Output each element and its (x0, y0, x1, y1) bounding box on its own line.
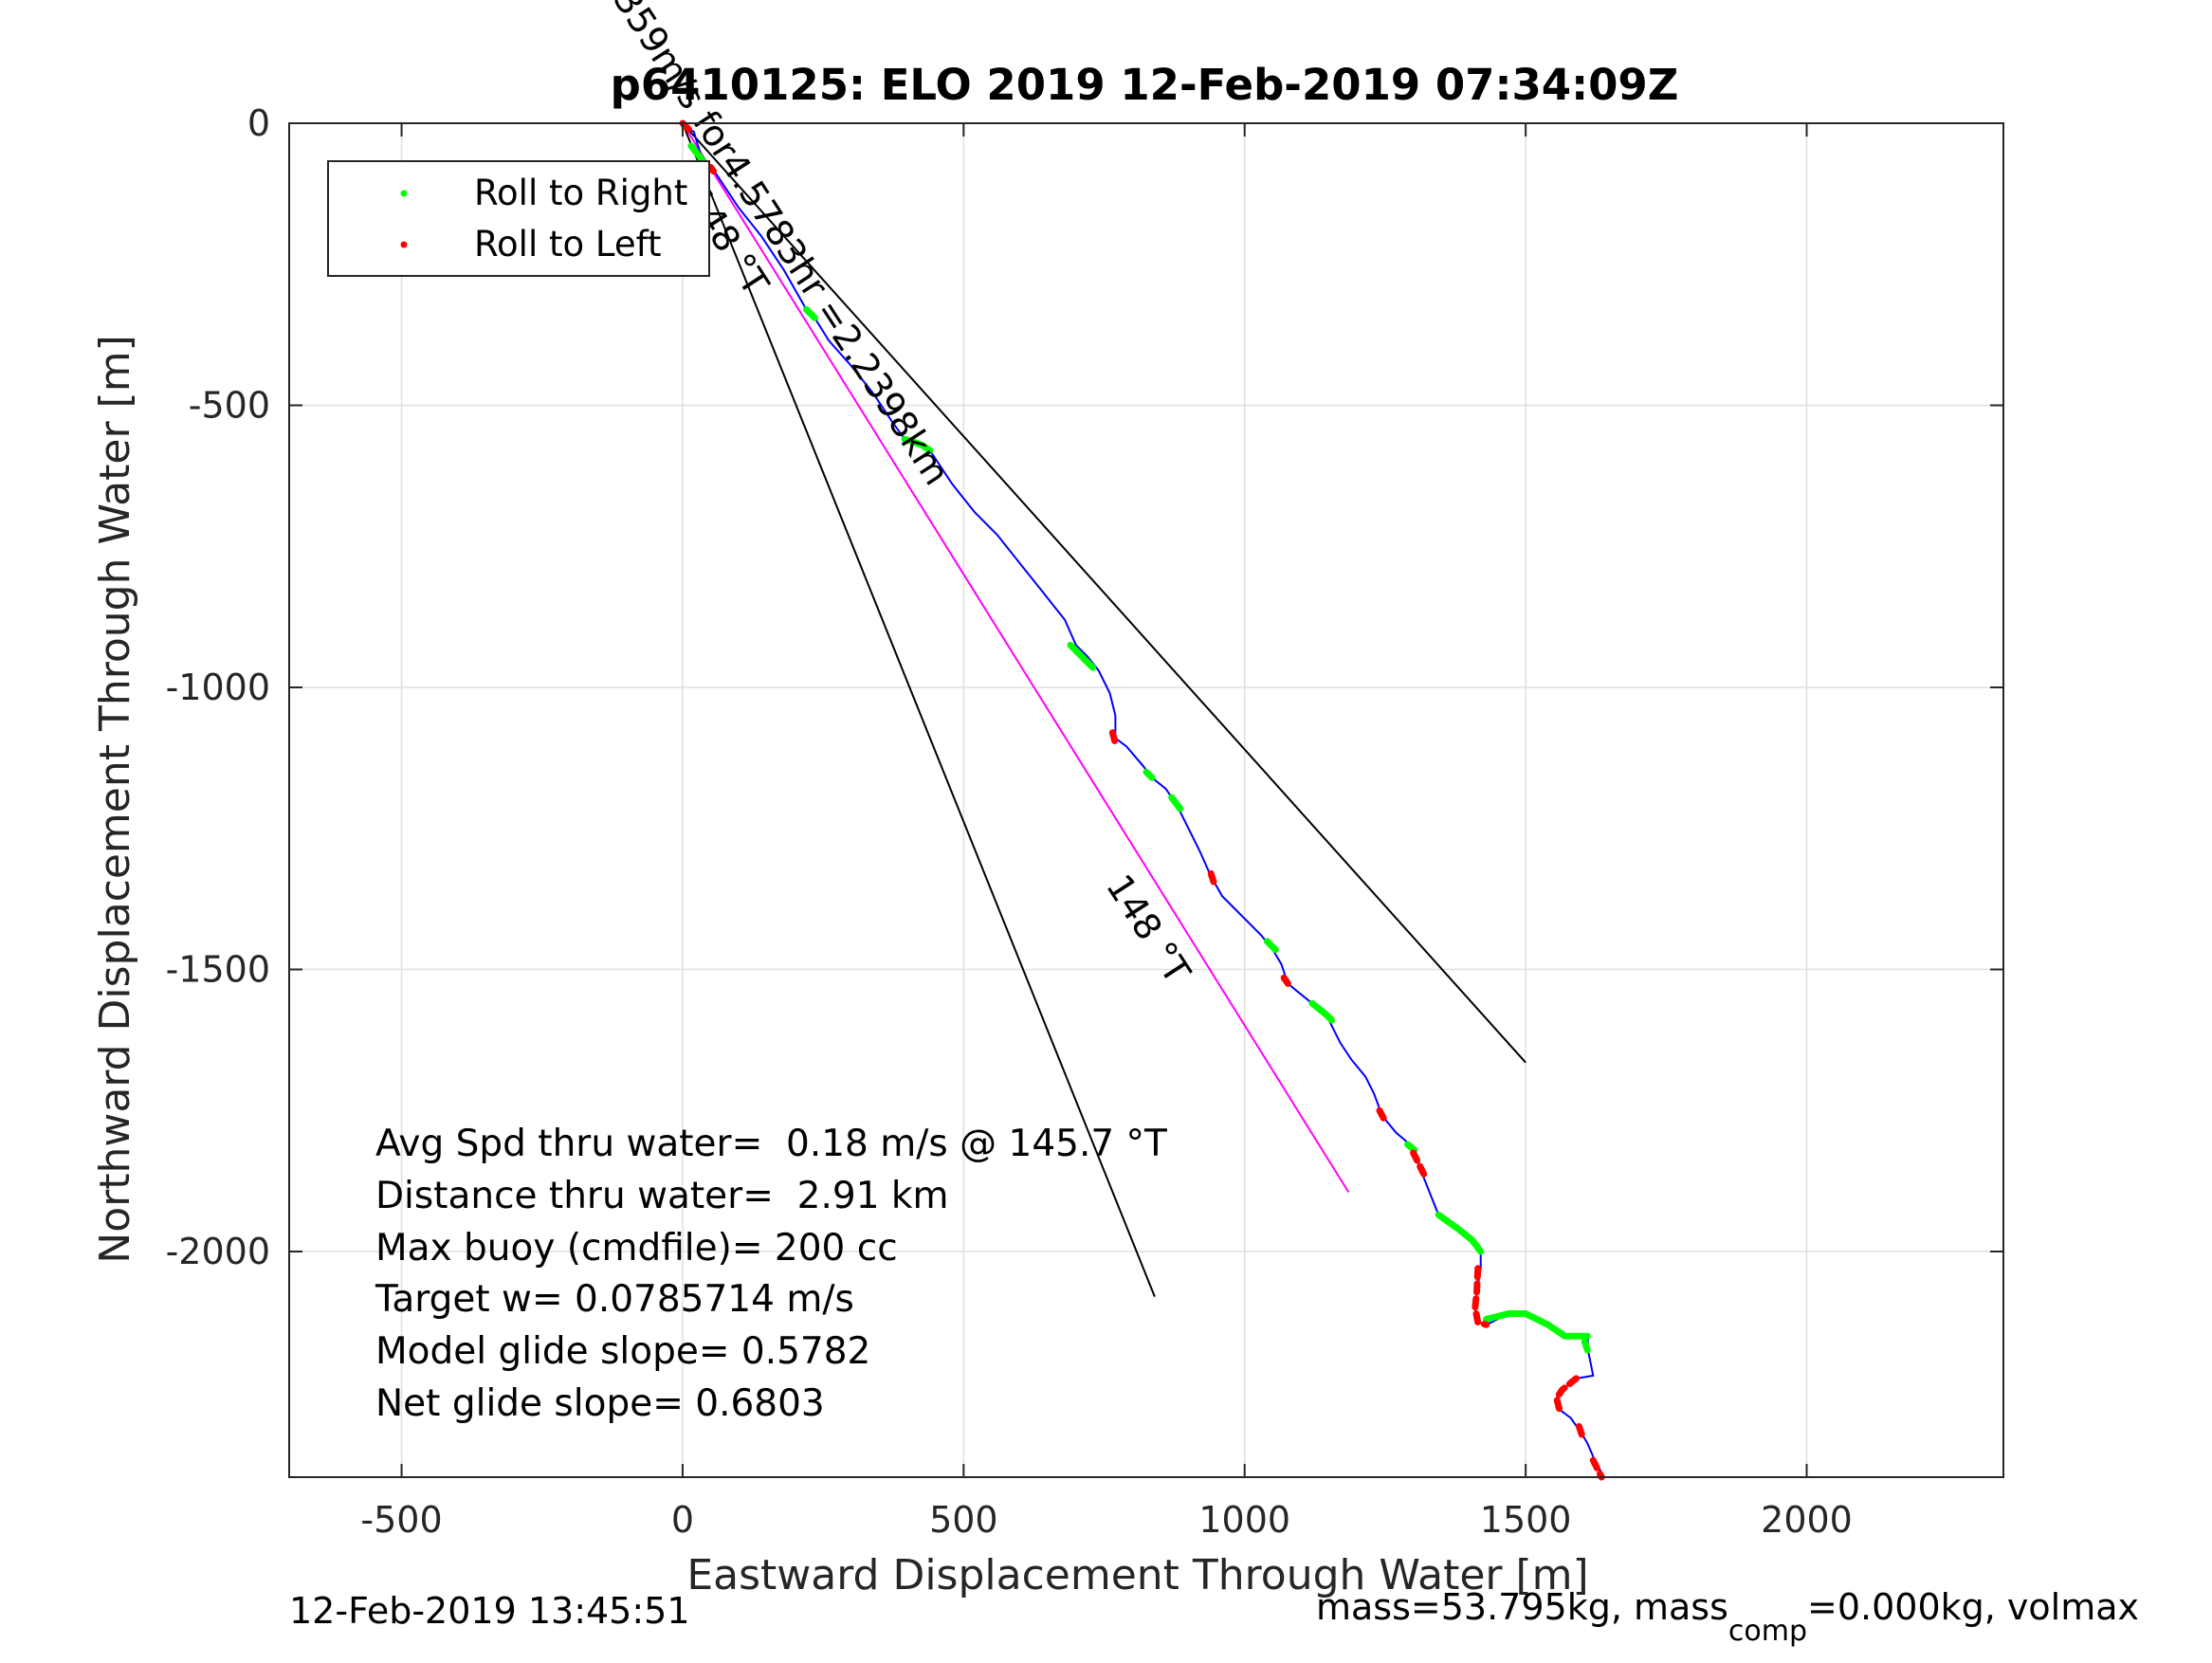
stat-model-glide-slope: Model glide slope= 0.5782 (375, 1330, 870, 1373)
roll-to-right-segment (1067, 641, 1097, 671)
x-tick-label: 500 (929, 1499, 998, 1541)
y-tick-label: -1000 (166, 667, 270, 708)
roll-to-left-segment (679, 119, 698, 136)
x-tick-label: 1000 (1198, 1499, 1290, 1541)
footer-mass-info: mass=53.795kg, masscomp=0.000kg, volmax (1316, 1586, 2139, 1648)
y-tick-label: -2000 (166, 1231, 270, 1272)
footer-mass-prefix: mass=53.795kg, mass (1316, 1586, 1728, 1628)
roll-to-right-segment (901, 435, 934, 454)
roll-to-right-segment (802, 305, 818, 321)
y-tick-label: -500 (189, 385, 270, 427)
y-tick-label: -1500 (166, 949, 270, 991)
legend-box (327, 160, 710, 277)
roll-markers (679, 119, 1605, 1481)
stat-avg-speed: Avg Spd thru water= 0.18 m/s @ 145.7 °T (375, 1123, 1167, 1165)
heading-envelope-line (682, 122, 1156, 1297)
footer-timestamp: 12-Feb-2019 13:45:51 (289, 1590, 690, 1632)
reference-lines (682, 122, 1526, 1297)
legend-marker-roll-left (400, 241, 408, 248)
roll-to-right-segment (1168, 794, 1184, 813)
roll-to-left-segment (1553, 1375, 1580, 1414)
legend-marker-roll-right (400, 190, 408, 197)
stats-block: Avg Spd thru water= 0.18 m/s @ 145.7 °T … (375, 1123, 1167, 1425)
roll-to-right-segment (1308, 999, 1336, 1024)
footer-mass-subscript: comp (1728, 1615, 1807, 1648)
stat-max-buoy: Max buoy (cmdfile)= 200 cc (375, 1227, 898, 1270)
x-axis-ticks: -500 0 500 1000 1500 2000 (360, 123, 1853, 1541)
stat-target-w: Target w= 0.0785714 m/s (375, 1278, 854, 1321)
roll-to-left-segment (1280, 974, 1291, 987)
roll-to-right-segment (1581, 1338, 1591, 1354)
roll-to-right-segment (1404, 1141, 1418, 1154)
x-tick-label: 2000 (1761, 1499, 1853, 1541)
roll-to-left-segment (1376, 1106, 1388, 1123)
legend-label-roll-right: Roll to Right (474, 173, 687, 213)
x-tick-label: 1500 (1480, 1499, 1572, 1541)
mean-heading-line (682, 122, 1350, 1194)
footer-mass-suffix: =0.000kg, volmax (1807, 1586, 2139, 1628)
x-axis-label: Eastward Displacement Through Water [m] (686, 1551, 1588, 1599)
plot-area-frame (288, 122, 2004, 1478)
roll-to-left-segment (1589, 1456, 1605, 1481)
roll-to-left-segment (1575, 1423, 1585, 1438)
roll-to-left-segment (1108, 729, 1119, 747)
y-tick-label: 0 (247, 102, 270, 144)
y-axis-ticks: 0 -500 -1000 -1500 -2000 (166, 102, 2003, 1272)
y-axis-label: Northward Displacement Through Water [m] (91, 335, 139, 1263)
roll-to-right-segment (1143, 768, 1156, 781)
chart-title: p6410125: ELO 2019 12-Feb-2019 07:34:09Z (611, 60, 1679, 110)
x-tick-label: -500 (360, 1499, 442, 1541)
legend: Roll to Right Roll to Left (327, 160, 710, 277)
stat-distance: Distance thru water= 2.91 km (375, 1175, 948, 1217)
heading-envelope-line (682, 122, 1526, 1064)
roll-to-left-segment (1472, 1265, 1490, 1328)
roll-to-left-segment (1410, 1149, 1428, 1179)
roll-to-left-segment (1207, 869, 1217, 886)
roll-to-right-segment (1483, 1310, 1591, 1340)
legend-label-roll-left: Roll to Left (474, 224, 662, 265)
x-tick-label: 0 (671, 1499, 694, 1541)
roll-to-left-segment (707, 163, 718, 175)
roll-to-right-segment (1263, 938, 1279, 954)
roll-to-right-segment (1435, 1211, 1485, 1255)
stat-net-glide-slope: Net glide slope= 0.6803 (375, 1382, 825, 1425)
